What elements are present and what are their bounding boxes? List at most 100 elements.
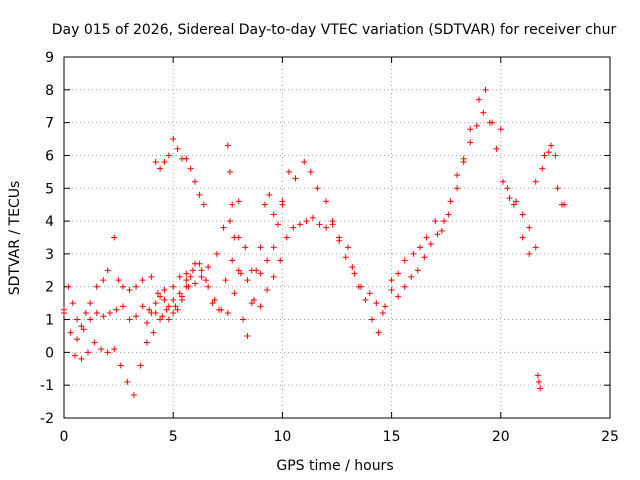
data-point [161, 159, 168, 166]
data-point [213, 250, 220, 257]
y-tick-label: 0 [45, 345, 54, 361]
data-point [275, 221, 282, 228]
data-point [454, 185, 461, 192]
data-point [408, 273, 415, 280]
data-point [264, 257, 271, 264]
data-point [176, 273, 183, 280]
data-point [211, 296, 218, 303]
y-tick-label: 6 [45, 148, 54, 164]
data-point [74, 316, 81, 323]
data-point [80, 326, 87, 333]
data-point [454, 172, 461, 179]
data-point [78, 355, 85, 362]
data-point [401, 283, 408, 290]
y-tick-label: 8 [45, 83, 54, 99]
data-point [242, 244, 249, 251]
data-point [303, 218, 310, 225]
data-point [87, 316, 94, 323]
data-point [198, 267, 205, 274]
data-point [137, 362, 144, 369]
data-point [65, 283, 72, 290]
data-point [519, 211, 526, 218]
data-point [143, 319, 150, 326]
data-point [183, 155, 190, 162]
data-point [61, 309, 67, 316]
data-point [421, 254, 428, 261]
data-point [183, 277, 190, 284]
y-tick-label: 7 [45, 116, 54, 132]
data-point [224, 309, 231, 316]
data-point [248, 300, 255, 307]
data-point [545, 149, 552, 156]
data-point [106, 309, 113, 316]
data-point [202, 277, 209, 284]
plot-frame [63, 56, 611, 419]
data-point [216, 306, 223, 313]
data-point [537, 385, 544, 392]
data-point [133, 313, 140, 320]
data-point [432, 218, 439, 225]
data-point [251, 296, 258, 303]
data-point [196, 191, 203, 198]
data-point [486, 119, 493, 126]
data-point [434, 231, 441, 238]
data-point [71, 352, 78, 359]
data-point [301, 159, 308, 166]
data-point [187, 165, 194, 172]
data-point [113, 306, 120, 313]
data-point [307, 168, 314, 175]
data-point [373, 300, 380, 307]
data-point [526, 250, 533, 257]
data-point [388, 277, 395, 284]
data-point [91, 339, 98, 346]
data-point [366, 290, 373, 297]
data-point [192, 178, 199, 185]
data-point [270, 211, 277, 218]
data-point [209, 300, 216, 307]
data-point [74, 336, 81, 343]
data-point [196, 260, 203, 267]
data-point [165, 316, 172, 323]
data-point [519, 234, 526, 241]
data-point [85, 349, 92, 356]
data-point [222, 277, 229, 284]
data-point [423, 234, 430, 241]
data-point [460, 155, 467, 162]
data-point [183, 283, 190, 290]
data-point [447, 198, 454, 205]
data-point [349, 264, 356, 271]
data-point [264, 287, 271, 294]
data-point [240, 316, 247, 323]
data-point [441, 218, 448, 225]
data-point [146, 306, 153, 313]
data-point [541, 152, 548, 159]
data-point [497, 126, 504, 133]
data-point [270, 244, 277, 251]
data-point [220, 224, 227, 231]
data-point [174, 145, 181, 152]
data-point [104, 267, 111, 274]
data-point [117, 362, 124, 369]
axis-ticks: 0 5 10 15 20 25 -2 -1 0 1 2 3 4 5 6 7 8 9 [40, 50, 619, 445]
data-point [336, 237, 343, 244]
data-point [261, 201, 268, 208]
x-tick-label: 0 [60, 429, 69, 445]
data-point [283, 234, 290, 241]
x-tick-label: 25 [601, 429, 619, 445]
grid [64, 57, 610, 418]
data-point [368, 316, 375, 323]
data-point [554, 185, 561, 192]
data-point [270, 273, 277, 280]
data-point [229, 201, 236, 208]
data-point [148, 273, 155, 280]
data-point [200, 201, 207, 208]
data-point [226, 168, 233, 175]
data-point [82, 309, 89, 316]
data-point [480, 109, 487, 116]
data-point [126, 287, 133, 294]
data-point [375, 329, 382, 336]
data-point [244, 277, 251, 284]
data-point [526, 224, 533, 231]
data-point [323, 224, 330, 231]
data-point [119, 283, 126, 290]
